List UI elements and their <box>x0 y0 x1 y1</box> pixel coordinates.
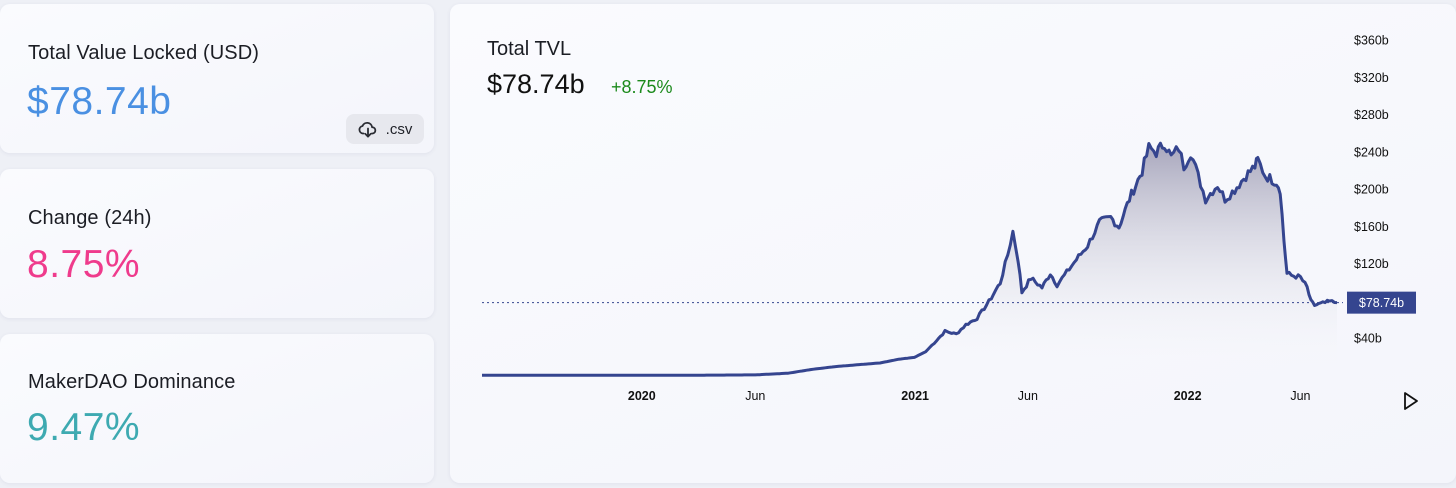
y-tick-label: $280b <box>1354 108 1389 122</box>
change-card: Change (24h) 8.75% <box>0 169 434 318</box>
y-tick-label: $320b <box>1354 71 1389 85</box>
y-tick-label: $240b <box>1354 145 1389 159</box>
y-tick-label: $160b <box>1354 220 1389 234</box>
dominance-label: MakerDAO Dominance <box>28 371 236 393</box>
x-tick-label: 2020 <box>628 389 656 403</box>
download-cloud-icon <box>358 120 378 138</box>
download-csv-button[interactable]: .csv <box>346 114 424 144</box>
play-icon[interactable] <box>1401 390 1421 412</box>
chart-title: Total TVL <box>487 38 572 60</box>
y-tick-label: $200b <box>1354 183 1389 197</box>
csv-label: .csv <box>385 120 413 138</box>
current-value-tag-label: $78.74b <box>1359 296 1404 310</box>
change-value: 8.75% <box>27 243 141 286</box>
x-tick-label: 2022 <box>1174 389 1202 403</box>
change-label: Change (24h) <box>28 207 152 229</box>
x-tick-label: Jun <box>1018 389 1038 403</box>
tvl-area-fill <box>482 143 1337 376</box>
chart-change-percent: +8.75% <box>611 77 673 97</box>
y-tick-label: $40b <box>1354 332 1382 346</box>
chart-current-value: $78.74b <box>487 69 585 99</box>
tvl-label: Total Value Locked (USD) <box>28 42 260 64</box>
x-tick-label: 2021 <box>901 389 929 403</box>
tvl-chart[interactable]: $40b $120b $160b $200b $240b $280b $320b $360b $… <box>450 4 1456 483</box>
dominance-card: MakerDAO Dominance 9.47% <box>0 334 434 483</box>
y-tick-label: $120b <box>1354 257 1389 271</box>
tvl-value: $78.74b <box>27 80 172 123</box>
tvl-series-line <box>482 141 1338 377</box>
tvl-card: Total Value Locked (USD) $78.74b .csv <box>0 4 434 153</box>
x-tick-label: Jun <box>1290 389 1310 403</box>
dominance-value: 9.47% <box>27 406 141 449</box>
tvl-chart-card: $40b $120b $160b $200b $240b $280b $320b $360b $… <box>450 4 1456 483</box>
current-value-tag <box>1347 291 1416 314</box>
x-tick-label: Jun <box>745 389 765 403</box>
y-tick-label: $360b <box>1354 34 1389 48</box>
